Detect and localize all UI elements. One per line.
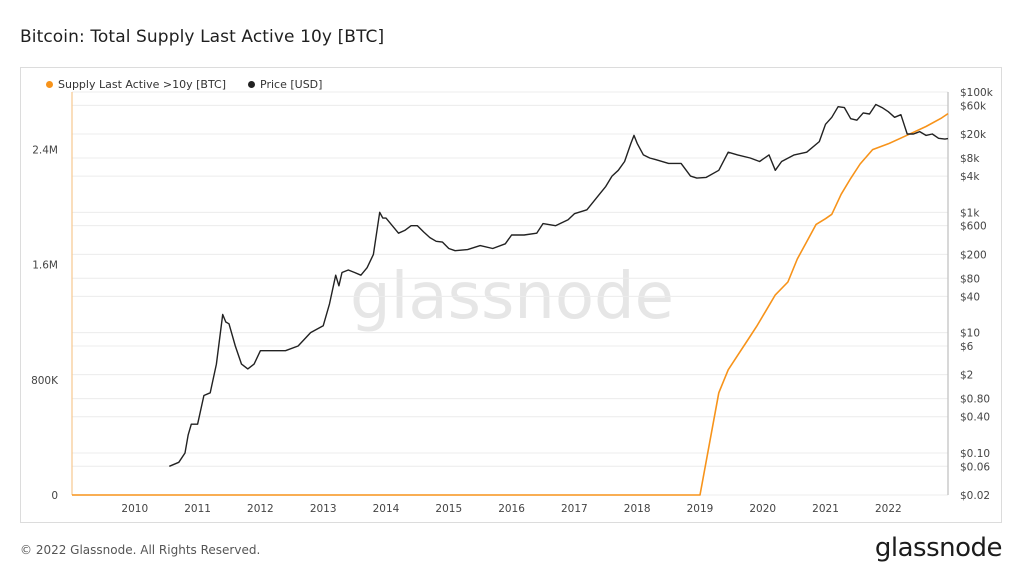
x-tick-labels: 2010 2011 2012 2013 2014 2015 2016 2017 2018 2019… (121, 503, 901, 515)
y-right-tick-label: $1k (960, 207, 980, 219)
y-right-tick-labels: $0.02 $0.06$0.10 $0.40 $0.80 $2 $6$10 $40 $80 $2… (960, 87, 994, 502)
watermark: glassnode (350, 260, 674, 334)
y-left-tick-label: 0 (51, 490, 58, 502)
supply-line (72, 112, 949, 496)
legend-marker-supply (46, 81, 53, 88)
y-right-tick-label: $0.10 (960, 448, 990, 460)
x-tick-label: 2021 (812, 503, 839, 515)
grid-lines (71, 91, 949, 496)
series-lines (72, 103, 949, 496)
y-right-tick-label: $600 (960, 221, 987, 233)
x-tick-label: 2012 (247, 503, 274, 515)
legend-label-price: Price [USD] (260, 78, 323, 91)
y-right-tick-label: $4k (960, 171, 980, 183)
x-tick-label: 2020 (749, 503, 776, 515)
x-tick-label: 2017 (561, 503, 588, 515)
y-right-tick-label: $100k (960, 87, 994, 99)
x-tick-label: 2016 (498, 503, 525, 515)
y-right-tick-label: $0.40 (960, 412, 990, 424)
y-right-tick-label: $8k (960, 153, 980, 165)
y-right-tick-label: $20k (960, 129, 987, 141)
x-tick-label: 2011 (184, 503, 211, 515)
x-tick-label: 2014 (373, 503, 400, 515)
x-tick-label: 2013 (310, 503, 337, 515)
glassnode-logo[interactable]: glassnode (874, 533, 1003, 563)
y-right-tick-label: $6 (960, 341, 974, 353)
y-right-tick-label: $60k (960, 100, 987, 112)
copyright-text: © 2022 Glassnode. All Rights Reserved. (20, 543, 261, 557)
y-right-tick-label: $10 (960, 328, 980, 340)
legend-label-supply: Supply Last Active >10y [BTC] (58, 78, 227, 91)
x-tick-label: 2018 (624, 503, 651, 515)
x-tick-label: 2015 (435, 503, 462, 515)
x-tick-label: 2010 (121, 503, 148, 515)
chart-title: Bitcoin: Total Supply Last Active 10y [B… (20, 27, 385, 47)
x-tick-label: 2019 (687, 503, 714, 515)
y-right-tick-label: $0.06 (960, 461, 990, 473)
y-left-tick-labels: 0 800K 1.6M 2.4M (31, 145, 59, 502)
x-tick-label: 2022 (875, 503, 902, 515)
y-right-tick-label: $40 (960, 291, 980, 303)
y-right-tick-label: $0.02 (960, 490, 990, 502)
y-right-tick-label: $200 (960, 249, 987, 261)
y-left-tick-label: 2.4M (32, 145, 58, 157)
y-left-tick-label: 800K (31, 375, 59, 387)
y-right-tick-label: $80 (960, 273, 980, 285)
y-right-tick-label: $2 (960, 370, 973, 382)
legend-item-supply[interactable]: Supply Last Active >10y [BTC] (46, 78, 226, 91)
price-line (169, 103, 949, 467)
legend-marker-price (248, 81, 256, 88)
chart-legend: Supply Last Active >10y [BTC] Price [USD… (46, 78, 322, 91)
y-right-tick-label: $0.80 (960, 394, 990, 406)
legend-item-price[interactable]: Price [USD] (248, 78, 322, 91)
y-left-tick-label: 1.6M (32, 260, 58, 272)
chart-frame (20, 67, 1002, 523)
